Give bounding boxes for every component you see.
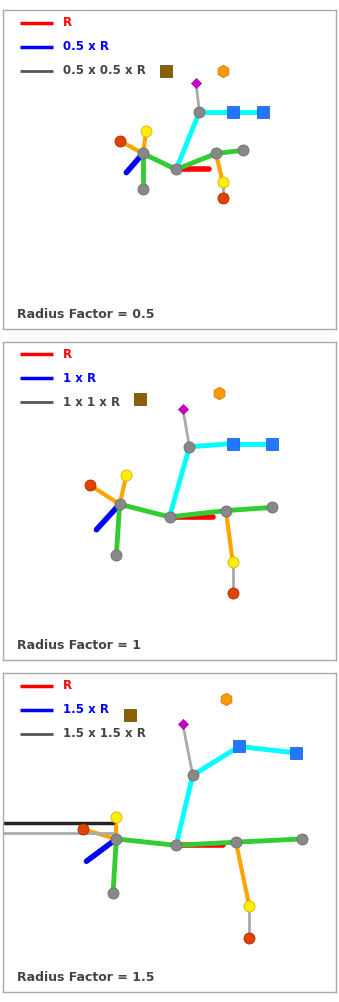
Text: R: R <box>63 679 72 692</box>
Text: R: R <box>63 16 72 29</box>
Text: 1 x R: 1 x R <box>63 372 96 385</box>
Text: 1 x 1 x R: 1 x 1 x R <box>63 396 120 409</box>
Text: Radius Factor = 1: Radius Factor = 1 <box>17 639 141 652</box>
Text: 1.5 x 1.5 x R: 1.5 x 1.5 x R <box>63 727 146 740</box>
Text: Radius Factor = 0.5: Radius Factor = 0.5 <box>17 308 154 321</box>
Text: 0.5 x 0.5 x R: 0.5 x 0.5 x R <box>63 64 146 77</box>
Text: 1.5 x R: 1.5 x R <box>63 703 109 716</box>
Text: Radius Factor = 1.5: Radius Factor = 1.5 <box>17 971 154 984</box>
Text: 0.5 x R: 0.5 x R <box>63 40 109 53</box>
Text: R: R <box>63 348 72 361</box>
